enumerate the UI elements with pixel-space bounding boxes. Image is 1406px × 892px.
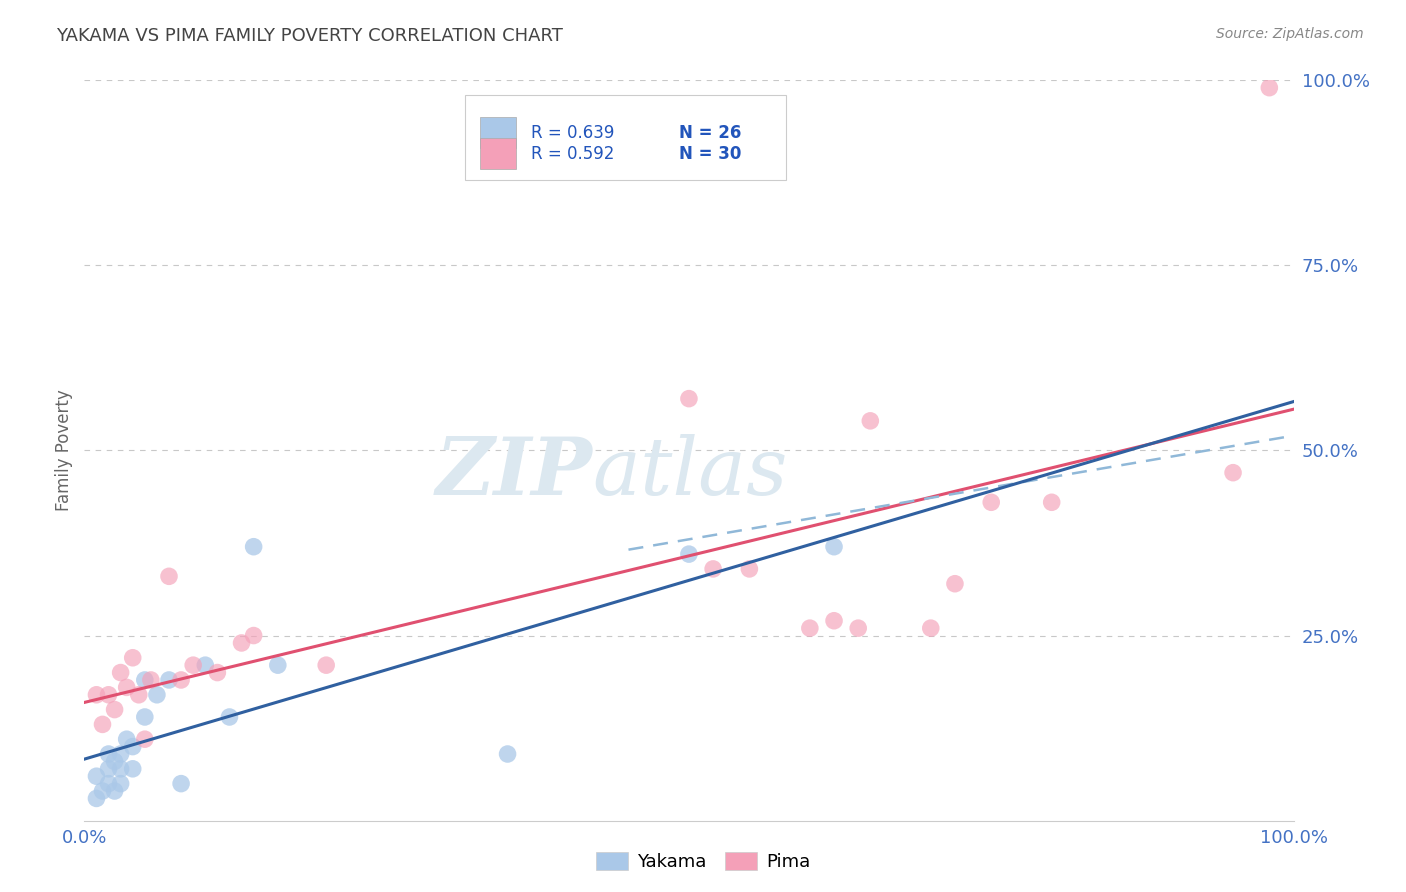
- Text: YAKAMA VS PIMA FAMILY POVERTY CORRELATION CHART: YAKAMA VS PIMA FAMILY POVERTY CORRELATIO…: [56, 27, 564, 45]
- Point: [110, 776, 132, 791]
- Bar: [479, 118, 516, 148]
- Text: N = 26: N = 26: [679, 124, 741, 142]
- Point: [115, 732, 138, 747]
- Point: [104, 703, 127, 717]
- Point: [97, 747, 120, 761]
- Legend: Yakama, Pima: Yakama, Pima: [588, 845, 818, 879]
- Point: [1258, 80, 1281, 95]
- Point: [86, 791, 108, 805]
- Point: [823, 540, 845, 554]
- Point: [267, 658, 290, 673]
- Point: [110, 762, 132, 776]
- Point: [110, 665, 132, 680]
- Point: [496, 747, 519, 761]
- Point: [738, 562, 761, 576]
- Point: [97, 762, 120, 776]
- Point: [943, 576, 966, 591]
- Point: [859, 414, 882, 428]
- Point: [97, 688, 120, 702]
- Point: [1040, 495, 1063, 509]
- Text: ZIP: ZIP: [436, 434, 592, 511]
- Point: [315, 658, 337, 673]
- Point: [920, 621, 942, 635]
- Point: [218, 710, 240, 724]
- Point: [194, 658, 217, 673]
- Point: [678, 392, 700, 406]
- Bar: [465, 95, 786, 180]
- Point: [97, 776, 120, 791]
- Point: [980, 495, 1002, 509]
- Point: [121, 762, 143, 776]
- Point: [170, 673, 193, 687]
- Point: [157, 673, 180, 687]
- Point: [128, 688, 150, 702]
- Point: [104, 784, 127, 798]
- Point: [170, 776, 193, 791]
- Point: [181, 658, 204, 673]
- Point: [104, 755, 127, 769]
- Point: [115, 681, 138, 695]
- Point: [146, 688, 169, 702]
- Point: [242, 628, 264, 642]
- Point: [231, 636, 253, 650]
- Point: [134, 732, 156, 747]
- Text: Source: ZipAtlas.com: Source: ZipAtlas.com: [1216, 27, 1364, 41]
- Point: [121, 650, 143, 665]
- Point: [134, 710, 156, 724]
- Point: [678, 547, 700, 561]
- Text: N = 30: N = 30: [679, 145, 741, 162]
- Bar: [479, 138, 516, 169]
- Point: [110, 747, 132, 761]
- Point: [134, 673, 156, 687]
- Point: [799, 621, 821, 635]
- Point: [846, 621, 869, 635]
- Point: [139, 673, 162, 687]
- Point: [242, 540, 264, 554]
- Point: [823, 614, 845, 628]
- Point: [91, 784, 114, 798]
- Point: [157, 569, 180, 583]
- Point: [121, 739, 143, 754]
- Text: atlas: atlas: [592, 434, 787, 511]
- Point: [1222, 466, 1244, 480]
- Point: [207, 665, 229, 680]
- Point: [86, 688, 108, 702]
- Point: [91, 717, 114, 731]
- Point: [86, 769, 108, 783]
- Text: R = 0.592: R = 0.592: [530, 145, 614, 162]
- Text: R = 0.639: R = 0.639: [530, 124, 614, 142]
- Y-axis label: Family Poverty: Family Poverty: [55, 390, 73, 511]
- Point: [702, 562, 724, 576]
